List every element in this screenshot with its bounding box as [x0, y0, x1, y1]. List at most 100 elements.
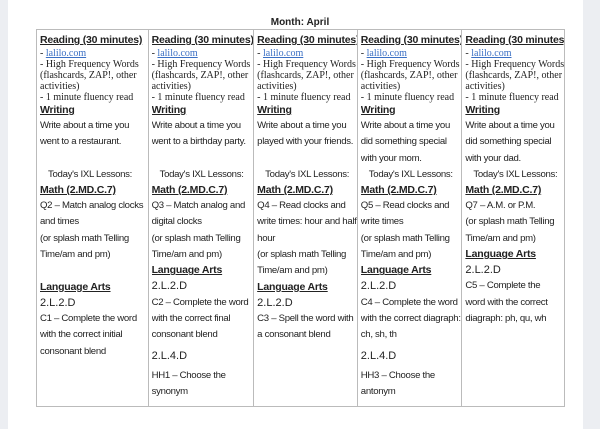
lalilo-link[interactable]: lalilo.com	[263, 48, 304, 59]
lesson-text: (or splash math Telling	[151, 232, 241, 244]
reading-item: (flashcards, ZAP!, other	[465, 70, 563, 81]
lesson-text: Write about a time you	[360, 120, 451, 131]
reading-item: activities)	[151, 81, 192, 92]
section-heading: Writing	[257, 104, 292, 116]
bullet: -	[40, 48, 46, 59]
lesson-text: consonant blend	[151, 329, 218, 341]
reading-item: - High Frequency Words	[465, 59, 564, 70]
ixl-heading: Today's IXL Lessons:	[265, 168, 350, 180]
lesson-text: with the correct final	[151, 312, 231, 324]
lesson-text: ch, sh, th	[360, 329, 397, 341]
lesson-text: Q4 – Read clocks and	[257, 200, 346, 212]
bullet: -	[151, 48, 158, 59]
standard-code: 2.L.4.D	[360, 349, 397, 362]
spacer	[40, 263, 148, 279]
reading-item: - 1 minute fluency read	[465, 92, 559, 103]
lesson-text: Q3 – Match analog and	[151, 200, 246, 212]
section-heading: Math (2.MD.C.7)	[257, 184, 333, 197]
lesson-text: with the correct diagraph:	[360, 312, 461, 324]
day-column: Reading (30 minutes) - lalilo.com - High F…	[358, 30, 463, 406]
lesson-text: HH3 – Choose the	[360, 369, 435, 381]
section-heading: Math (2.MD.C.7)	[360, 184, 437, 197]
section-heading: Language Arts	[40, 280, 111, 293]
lesson-table: Reading (30 minutes) - lalilo.com - High F…	[36, 29, 565, 407]
lesson-text: and times	[40, 216, 79, 228]
section-heading: Language Arts	[360, 264, 432, 277]
lesson-text: HH1 – Choose the	[151, 369, 226, 381]
lesson-text: with the correct initial	[40, 329, 123, 341]
lesson-text: with your mom.	[360, 152, 422, 164]
day-column: Reading (30 minutes) - lalilo.com - High F…	[462, 30, 564, 406]
bullet: -	[465, 48, 472, 59]
section-heading: Math (2.MD.C.7)	[465, 184, 542, 197]
lesson-text: with your dad.	[465, 152, 521, 164]
day-column: Reading (30 minutes) - lalilo.com - High F…	[37, 30, 149, 406]
reading-item: activities)	[360, 81, 401, 92]
section-heading: Language Arts	[465, 248, 536, 261]
lesson-text: Q7 – A.M. or P.M.	[465, 200, 536, 212]
lalilo-link[interactable]: lalilo.com	[471, 48, 512, 59]
lesson-text: went to a restaurant.	[40, 136, 122, 148]
lesson-text: Write about a time you	[257, 120, 347, 131]
spacer	[152, 151, 254, 167]
lalilo-link[interactable]: lalilo.com	[157, 48, 198, 59]
lesson-text: (or splash math Telling	[257, 249, 347, 261]
lesson-text: synonym	[151, 386, 189, 398]
reading-item: - 1 minute fluency read	[151, 92, 245, 103]
page-title: Month: April	[270, 17, 330, 28]
section-heading: Writing	[151, 104, 187, 116]
lalilo-link: - lalilo.com	[361, 48, 462, 59]
reading-item: (flashcards, ZAP!, other	[257, 70, 354, 81]
section-heading: Math (2.MD.C.7)	[40, 184, 116, 197]
reading-item: activities)	[257, 81, 297, 92]
bullet: -	[360, 48, 367, 59]
lesson-text: Time/am and pm)	[465, 232, 536, 244]
section-heading: Reading (30 minutes)	[360, 34, 462, 46]
lesson-text: C2 – Complete the word	[151, 296, 249, 308]
reading-item: (flashcards, ZAP!, other	[360, 70, 458, 81]
ixl-heading: Today's IXL Lessons:	[473, 168, 558, 180]
ixl-heading: Today's IXL Lessons:	[159, 168, 244, 180]
lalilo-link[interactable]: lalilo.com	[366, 48, 407, 59]
lesson-text: (or splash math Telling	[40, 232, 129, 244]
lesson-text: Time/am and pm)	[151, 249, 223, 261]
lesson-text: C3 – Spell the word with	[257, 312, 354, 324]
lalilo-link[interactable]: lalilo.com	[45, 48, 87, 59]
lalilo-link: - lalilo.com	[152, 48, 254, 59]
reading-item: - High Frequency Words	[360, 59, 460, 70]
day-column: Reading (30 minutes) - lalilo.com - High F…	[149, 30, 255, 406]
section-heading: Writing	[40, 104, 75, 116]
lesson-text: hour	[257, 232, 276, 244]
lesson-text: did something special	[360, 136, 447, 148]
lesson-text: C5 – Complete the	[465, 280, 541, 292]
lalilo-link: - lalilo.com	[40, 48, 148, 59]
section-heading: Writing	[360, 104, 396, 116]
lesson-text: Q2 – Match analog clocks	[40, 200, 144, 212]
left-margin	[0, 0, 8, 429]
section-heading: Reading (30 minutes)	[257, 34, 357, 46]
lesson-text: diagraph: ph, qu, wh	[465, 312, 547, 324]
reading-item: activities)	[465, 81, 505, 92]
lesson-text: write times: hour and half	[257, 216, 357, 228]
standard-code: 2.L.4.D	[151, 349, 188, 362]
lesson-text: Time/am and pm)	[257, 265, 328, 277]
lesson-text: word with the correct	[465, 296, 548, 308]
lesson-text: Write about a time you	[151, 120, 242, 131]
lesson-text: (or splash math Telling	[465, 216, 555, 228]
lesson-text: played with your friends.	[257, 136, 354, 148]
day-column: Reading (30 minutes) - lalilo.com - High F…	[254, 30, 358, 406]
standard-code: 2.L.2.D	[360, 280, 397, 293]
lesson-text: Time/am and pm)	[40, 249, 111, 261]
lesson-text: C1 – Complete the word	[40, 312, 137, 324]
section-heading: Reading (30 minutes)	[151, 34, 254, 46]
section-heading: Math (2.MD.C.7)	[151, 184, 228, 197]
lesson-text: a consonant blend	[257, 329, 331, 341]
right-scroll-area[interactable]	[583, 0, 600, 429]
lesson-text: consonant blend	[40, 345, 106, 357]
spacer	[257, 151, 357, 167]
section-heading: Reading (30 minutes)	[40, 34, 143, 46]
lesson-text: Write about a time you	[40, 120, 130, 131]
section-heading: Language Arts	[151, 264, 223, 277]
reading-item: - 1 minute fluency read	[40, 92, 134, 103]
section-heading: Language Arts	[257, 280, 328, 293]
